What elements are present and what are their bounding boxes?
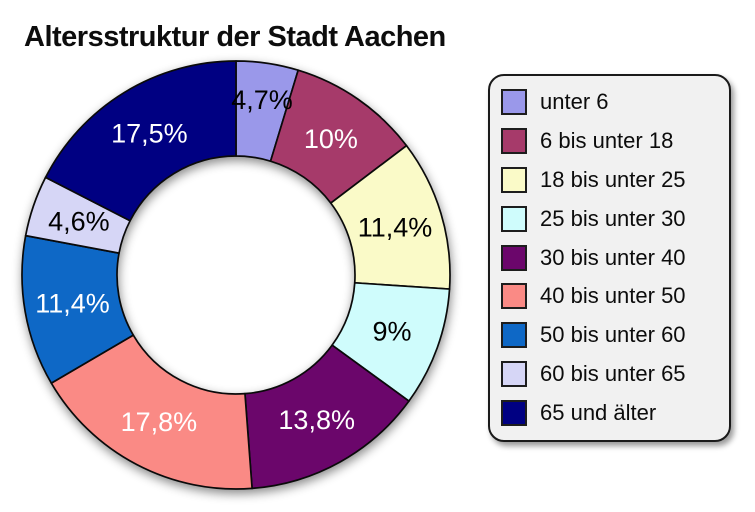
legend-label: 50 bis unter 60	[540, 322, 686, 348]
legend-label: 25 bis unter 30	[540, 205, 686, 231]
legend-item-2: 6 bis unter 18	[501, 127, 719, 154]
legend: unter 6 6 bis unter 18 18 bis unter 25 25 b…	[488, 74, 731, 442]
legend-swatch	[501, 361, 527, 388]
legend-label: 40 bis unter 50	[540, 283, 686, 309]
donut-slices	[21, 60, 451, 490]
slice-value-label: 17,8%	[121, 407, 198, 437]
donut-slice-labels: 4,7% 10% 11,4% 9% 13,8% 17,8% 11,4% 4,6% 17,5%	[35, 85, 432, 437]
legend-swatch	[501, 400, 527, 426]
legend-swatch	[501, 166, 527, 193]
legend-item-8: 60 bis unter 65	[501, 361, 719, 388]
legend-swatch	[501, 322, 527, 349]
legend-swatch	[501, 283, 527, 310]
donut-slice-9	[44, 60, 237, 222]
legend-item-9: 65 und älter	[501, 400, 719, 426]
chart-title: Altersstruktur der Stadt Aachen	[24, 21, 446, 53]
legend-label: 65 und älter	[540, 400, 657, 425]
legend-item-4: 25 bis unter 30	[501, 205, 719, 232]
legend-label: 60 bis unter 65	[540, 361, 686, 387]
legend-label: 6 bis unter 18	[540, 127, 674, 153]
legend-label: 18 bis unter 25	[540, 166, 686, 192]
slice-value-label: 9%	[372, 317, 411, 347]
slice-value-label: 4,6%	[48, 206, 110, 236]
slice-value-label: 17,5%	[111, 118, 188, 148]
legend-swatch	[501, 244, 527, 271]
legend-swatch	[501, 205, 527, 232]
legend-swatch	[501, 89, 527, 115]
legend-label: unter 6	[540, 89, 609, 114]
slice-value-label: 4,7%	[231, 85, 293, 115]
slice-value-label: 11,4%	[358, 212, 433, 242]
legend-item-3: 18 bis unter 25	[501, 166, 719, 193]
legend-item-1: unter 6	[501, 89, 719, 115]
slice-value-label: 10%	[304, 124, 358, 154]
slice-value-label: 11,4%	[35, 289, 110, 319]
donut-slice-6	[50, 334, 253, 490]
legend-item-5: 30 bis unter 40	[501, 244, 719, 271]
legend-item-7: 50 bis unter 60	[501, 322, 719, 349]
legend-item-6: 40 bis unter 50	[501, 283, 719, 310]
legend-swatch	[501, 127, 527, 154]
legend-label: 30 bis unter 40	[540, 244, 686, 270]
slice-value-label: 13,8%	[278, 405, 355, 435]
